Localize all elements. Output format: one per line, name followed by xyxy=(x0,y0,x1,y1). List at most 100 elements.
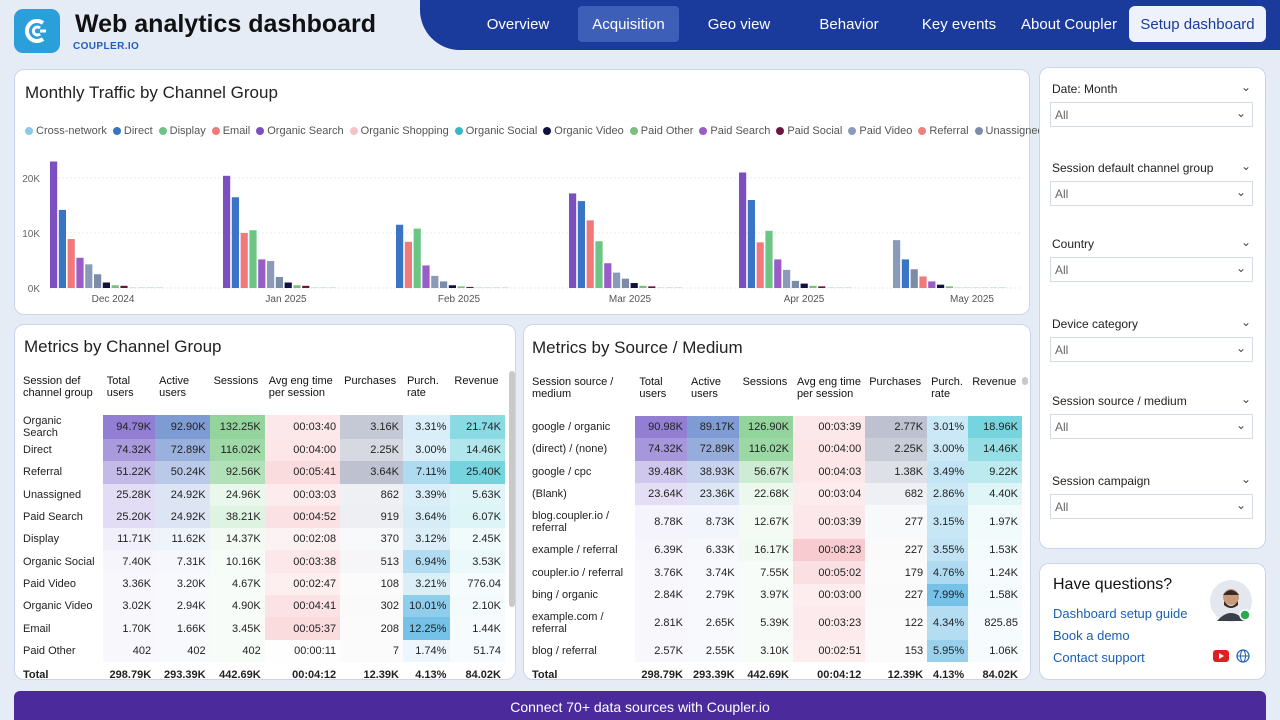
table-row[interactable]: Organic Social 7.40K 7.31K 10.16K 00:03:38 51… xyxy=(19,550,505,573)
table-cell: 00:05:37 xyxy=(264,617,341,640)
total-cell: Total xyxy=(23,668,49,681)
chart-bar xyxy=(58,209,66,288)
column-header[interactable]: Purchases xyxy=(344,375,397,387)
column-header[interactable]: Revenue xyxy=(972,376,1017,388)
globe-icon[interactable] xyxy=(1236,649,1250,663)
table-row[interactable]: coupler.io / referral 3.76K 3.74K 7.55K 00:0… xyxy=(528,561,1022,584)
filter-select[interactable]: All ⌄ xyxy=(1050,102,1253,127)
table-row[interactable]: (Blank) 23.64K 23.36K 22.68K 00:03:04 682 2.86… xyxy=(528,482,1022,506)
legend-item[interactable]: Organic Shopping xyxy=(349,125,449,137)
filter-select[interactable]: All ⌄ xyxy=(1050,494,1253,519)
table-row[interactable]: Paid Video 3.36K 3.20K 4.67K 00:02:47 108 3.21… xyxy=(19,572,505,596)
column-header[interactable]: Avg eng time per session xyxy=(796,376,861,400)
legend-item[interactable]: Cross-network xyxy=(25,125,107,137)
chevron-down-icon: ⌄ xyxy=(1235,418,1246,432)
table-cell: 3.10K xyxy=(738,640,793,663)
table-row[interactable]: Display 11.71K 11.62K 14.37K 00:02:08 370 3.12… xyxy=(19,528,505,551)
filter-select[interactable]: All ⌄ xyxy=(1050,337,1253,362)
chart-bar xyxy=(223,175,231,288)
column-header[interactable]: Active users xyxy=(690,376,721,400)
legend-item[interactable]: Direct xyxy=(112,125,153,137)
filter-value: All xyxy=(1055,108,1069,122)
chevron-down-icon[interactable]: ⌄ xyxy=(1240,80,1251,94)
table-cell: 2.25K xyxy=(865,438,928,461)
source-table-scrollbar[interactable] xyxy=(1022,377,1028,385)
legend-item[interactable]: Referral xyxy=(918,125,969,137)
column-header[interactable]: Sessions xyxy=(742,376,788,388)
legend-item[interactable]: Organic Social xyxy=(454,125,537,137)
table-row[interactable]: Unassigned 25.28K 24.92K 24.96K 00:03:03 862 3… xyxy=(19,483,505,506)
table-cell: 7.31K xyxy=(155,550,210,573)
nav-overview[interactable]: Overview xyxy=(486,15,550,33)
table-row[interactable]: blog.coupler.io / referral 8.78K 8.73K 12.6… xyxy=(528,505,1022,540)
chart-bar xyxy=(827,287,835,288)
table-row[interactable]: bing / organic 2.84K 2.79K 3.97K 00:03:00 227… xyxy=(528,583,1022,607)
chevron-down-icon[interactable]: ⌄ xyxy=(1240,159,1251,173)
column-header[interactable]: Revenue xyxy=(454,375,499,387)
table-cell: 5.39K xyxy=(738,606,793,641)
filter-select[interactable]: All ⌄ xyxy=(1050,181,1253,206)
nav-behavior[interactable]: Behavior xyxy=(819,15,879,33)
table-row[interactable]: (direct) / (none) 74.32K 72.89K 116.02K 00:0… xyxy=(528,438,1022,461)
table-row[interactable]: blog / referral 2.57K 2.55K 3.10K 00:02:51 15… xyxy=(528,640,1022,663)
table-cell: 00:04:00 xyxy=(264,439,341,462)
chevron-down-icon[interactable]: ⌄ xyxy=(1240,315,1251,329)
table-row[interactable]: Referral 51.22K 50.24K 92.56K 00:05:41 3.64K 7… xyxy=(19,461,505,484)
legend-item[interactable]: Organic Search xyxy=(256,125,344,137)
table-cell: (Blank) xyxy=(532,488,567,501)
youtube-icon[interactable] xyxy=(1213,650,1229,662)
footer-banner[interactable]: Connect 70+ data sources with Coupler.io xyxy=(14,691,1266,720)
column-header[interactable]: Total users xyxy=(106,375,134,399)
column-header[interactable]: Session source / medium xyxy=(532,376,614,400)
table-row[interactable]: example / referral 6.39K 6.33K 16.17K 00:08:… xyxy=(528,539,1022,562)
table-row[interactable]: google / organic 90.98K 89.17K 126.90K 00:03… xyxy=(528,416,1022,439)
filter-select[interactable]: All ⌄ xyxy=(1050,414,1253,439)
column-header[interactable]: Sessions xyxy=(213,375,259,387)
book-demo-link[interactable]: Book a demo xyxy=(1053,628,1130,643)
table-row[interactable]: Direct 74.32K 72.89K 116.02K 00:04:00 2.25K 3.… xyxy=(19,439,505,462)
column-header[interactable]: Total users xyxy=(639,376,667,400)
legend-item[interactable]: Paid Video xyxy=(848,125,912,137)
chart-bar xyxy=(998,287,1006,288)
table-cell: 1.38K xyxy=(865,460,928,483)
table-row[interactable]: Organic Video 3.02K 2.94K 4.90K 00:04:41 302 1… xyxy=(19,595,505,618)
contact-support-link[interactable]: Contact support xyxy=(1053,650,1145,665)
table-row[interactable]: Paid Other 402 402 402 00:00:11 7 1.74% 51.74 xyxy=(19,639,505,662)
table-cell: 402 xyxy=(155,639,210,662)
nav-about-coupler[interactable]: About Coupler xyxy=(1021,15,1117,33)
table-row[interactable]: Email 1.70K 1.66K 3.45K 00:05:37 208 12.25% 1.4… xyxy=(19,617,505,640)
setup-dashboard-button[interactable]: Setup dashboard xyxy=(1129,6,1266,42)
chevron-down-icon[interactable]: ⌄ xyxy=(1240,472,1251,486)
nav-geo-view[interactable]: Geo view xyxy=(707,15,771,33)
table-row[interactable]: Organic Search 94.79K 92.90K 132.25K 00:03:4… xyxy=(19,415,505,439)
column-header[interactable]: Active users xyxy=(159,375,190,399)
chevron-down-icon[interactable]: ⌄ xyxy=(1240,235,1251,249)
legend-item[interactable]: Paid Search xyxy=(699,125,770,137)
setup-guide-link[interactable]: Dashboard setup guide xyxy=(1053,606,1188,621)
table-row[interactable]: example.com / referral 2.81K 2.65K 5.39K 00:… xyxy=(528,606,1022,641)
chevron-down-icon[interactable]: ⌄ xyxy=(1240,392,1251,406)
chart-bar xyxy=(945,286,953,288)
table-cell: 1.06K xyxy=(968,640,1022,663)
table-cell: 8.73K xyxy=(686,505,739,540)
channel-table-scrollbar[interactable] xyxy=(509,371,515,607)
legend-item[interactable]: Email xyxy=(211,125,250,137)
legend-item[interactable]: Display xyxy=(158,125,206,137)
total-cell: 84.02K xyxy=(982,669,1018,682)
nav-acquisition[interactable]: Acquisition xyxy=(578,6,679,42)
column-header[interactable]: Session def channel group xyxy=(23,375,93,399)
legend-item[interactable]: Paid Social xyxy=(776,125,842,137)
legend-item[interactable]: Unassigned xyxy=(974,125,1044,137)
legend-item[interactable]: Paid Other xyxy=(629,125,693,137)
nav-key-events[interactable]: Key events xyxy=(921,15,997,33)
table-row[interactable]: google / cpc 39.48K 38.93K 56.67K 00:04:03 1.… xyxy=(528,460,1022,483)
column-header[interactable]: Avg eng time per session xyxy=(268,375,333,399)
table-row[interactable]: Paid Search 25.20K 24.92K 38.21K 00:04:52 919… xyxy=(19,505,505,529)
filters-panel: Date: Month ⌄ All ⌄ Session default channel … xyxy=(1039,67,1266,549)
column-header[interactable]: Purch. rate xyxy=(931,376,963,400)
column-header[interactable]: Purch. rate xyxy=(406,375,439,399)
filter-select[interactable]: All ⌄ xyxy=(1050,257,1253,282)
table-cell: 116.02K xyxy=(209,439,265,462)
column-header[interactable]: Purchases xyxy=(869,376,922,388)
legend-item[interactable]: Organic Video xyxy=(543,125,624,137)
